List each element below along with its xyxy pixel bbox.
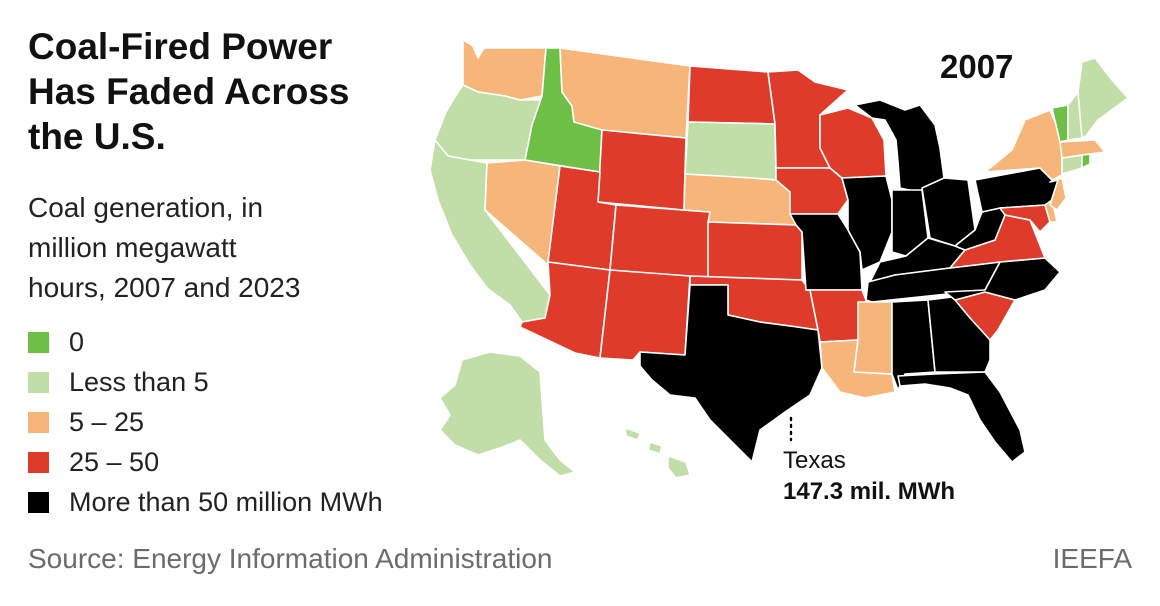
state-ks [707, 221, 803, 281]
texas-callout-value: 147.3 mil. MWh [783, 478, 956, 505]
legend-swatch [28, 331, 49, 353]
state-nd [687, 65, 776, 125]
legend-item: 5 – 25 [28, 402, 383, 442]
state-ma [1059, 139, 1106, 159]
state-fl [897, 371, 1026, 463]
state-ny [984, 109, 1063, 181]
legend-swatch [28, 411, 49, 433]
legend-item: Less than 5 [28, 362, 383, 402]
state-co [609, 204, 711, 281]
subtitle-line: Coal generation, in [28, 192, 264, 223]
state-ak [439, 351, 576, 477]
subtitle-line: million megawatt [28, 232, 237, 263]
year-label: 2007 [940, 48, 1014, 85]
state-hi [624, 427, 691, 479]
state-wy [597, 129, 687, 211]
legend-label: Less than 5 [69, 366, 209, 397]
legend-item: 0 [28, 322, 383, 362]
state-ms [853, 301, 893, 375]
state-tx [639, 284, 823, 463]
legend-label: 0 [69, 326, 85, 357]
state-nm [599, 269, 691, 361]
state-ri [1081, 153, 1091, 169]
texas-callout-label: Texas [783, 447, 846, 474]
legend-item: 25 – 50 [28, 442, 383, 482]
legend-swatch [28, 491, 49, 513]
title-line: the U.S. [28, 116, 166, 157]
state-il [841, 175, 893, 271]
title-line: Coal-Fired Power [28, 26, 333, 67]
credit-label: IEEFA [1052, 543, 1132, 574]
legend-item: More than 50 million MWh [28, 482, 383, 522]
chart-title: Coal-Fired Power Has Faded Across the U.… [28, 24, 388, 159]
state-sd [684, 121, 777, 181]
legend-label: 5 – 25 [69, 406, 145, 437]
state-de [1044, 199, 1058, 223]
subtitle-line: hours, 2007 and 2023 [28, 272, 301, 303]
state-me [1077, 57, 1129, 139]
chart-subtitle: Coal generation, in million megawatt hou… [28, 188, 388, 308]
legend-swatch [28, 451, 49, 473]
legend-swatch [28, 371, 49, 393]
legend-label: More than 50 million MWh [69, 486, 383, 517]
legend: 0 Less than 5 5 – 25 25 – 50 More than 5… [28, 322, 383, 522]
legend-label: 25 – 50 [69, 446, 160, 477]
source-note: Source: Energy Information Administratio… [28, 543, 553, 574]
state-nj [1049, 177, 1067, 211]
title-line: Has Faded Across [28, 71, 350, 112]
